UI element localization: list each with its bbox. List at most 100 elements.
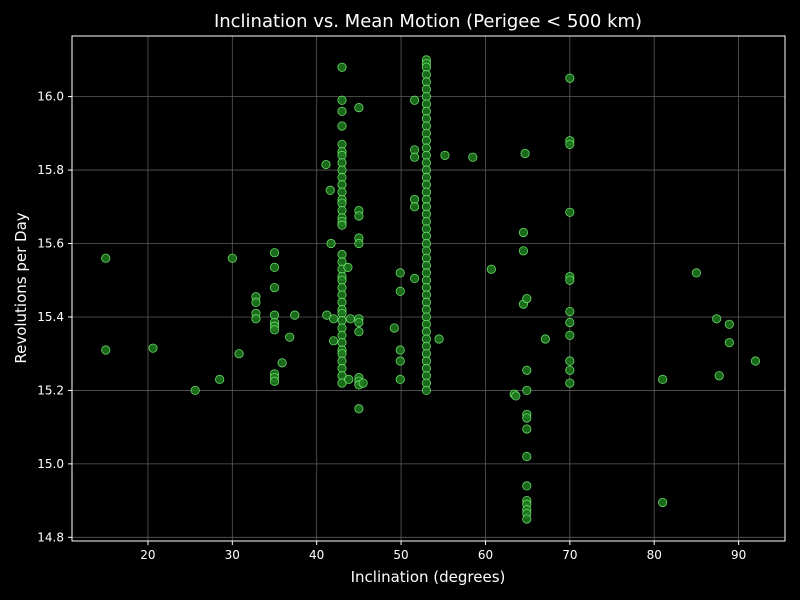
data-point bbox=[409, 95, 420, 105]
data-point bbox=[540, 334, 550, 344]
data-point bbox=[434, 334, 444, 344]
data-points bbox=[101, 55, 761, 524]
data-point bbox=[358, 378, 368, 388]
x-tick-label: 60 bbox=[478, 548, 493, 562]
data-point bbox=[712, 314, 722, 324]
plot-frame bbox=[71, 35, 786, 542]
data-point bbox=[321, 159, 331, 170]
data-point bbox=[565, 330, 575, 340]
data-point bbox=[325, 185, 335, 195]
data-point bbox=[345, 314, 356, 324]
y-tick-label: 14.8 bbox=[37, 530, 64, 544]
y-tick-label: 15.2 bbox=[37, 383, 64, 397]
y-tick-label: 15.6 bbox=[37, 237, 64, 251]
data-point bbox=[511, 391, 521, 401]
data-point bbox=[285, 332, 295, 342]
data-point bbox=[328, 314, 339, 324]
data-point bbox=[395, 345, 405, 355]
x-tick-label: 70 bbox=[562, 548, 577, 562]
data-point bbox=[421, 385, 431, 396]
data-point bbox=[565, 139, 575, 149]
data-point bbox=[337, 95, 347, 105]
data-point bbox=[354, 103, 364, 113]
data-point bbox=[277, 358, 287, 368]
data-point bbox=[354, 211, 364, 221]
data-point bbox=[215, 374, 225, 384]
data-point bbox=[395, 286, 405, 296]
data-point bbox=[691, 268, 702, 278]
data-point bbox=[658, 374, 668, 384]
y-tick-label: 15.0 bbox=[37, 457, 64, 471]
x-tick-label: 50 bbox=[393, 548, 408, 562]
data-point bbox=[522, 365, 532, 375]
x-tick-label: 40 bbox=[309, 548, 324, 562]
y-tick-label: 15.8 bbox=[37, 163, 64, 177]
x-tick-label: 30 bbox=[225, 548, 240, 562]
data-point bbox=[440, 150, 450, 160]
data-point bbox=[269, 282, 280, 293]
x-axis-ticks: 20 30 40 50 60 70 80 90 bbox=[140, 541, 746, 562]
data-point bbox=[565, 356, 575, 366]
data-point bbox=[409, 202, 420, 212]
data-point bbox=[344, 374, 354, 384]
data-point bbox=[395, 374, 405, 384]
data-point bbox=[395, 268, 405, 278]
data-point bbox=[269, 376, 280, 386]
data-point bbox=[565, 275, 575, 285]
data-point bbox=[522, 413, 532, 423]
data-point bbox=[522, 424, 532, 434]
data-point bbox=[395, 356, 405, 366]
data-point bbox=[565, 207, 575, 217]
data-point bbox=[354, 238, 364, 249]
data-point bbox=[354, 327, 364, 337]
data-point bbox=[565, 306, 575, 317]
data-point bbox=[251, 297, 261, 307]
data-point bbox=[522, 514, 532, 524]
data-point bbox=[354, 404, 364, 414]
data-point bbox=[658, 497, 668, 508]
data-point bbox=[234, 349, 244, 359]
data-point bbox=[522, 293, 532, 304]
x-tick-label: 20 bbox=[140, 548, 155, 562]
data-point bbox=[190, 385, 200, 396]
data-point bbox=[269, 262, 280, 272]
data-point bbox=[522, 481, 532, 491]
data-point bbox=[565, 73, 575, 83]
data-point bbox=[565, 378, 575, 388]
data-point bbox=[337, 220, 347, 230]
data-point bbox=[565, 365, 575, 375]
x-tick-label: 90 bbox=[731, 548, 746, 562]
data-point bbox=[409, 152, 420, 162]
x-tick-label: 80 bbox=[647, 548, 662, 562]
data-point bbox=[389, 323, 399, 333]
data-point bbox=[328, 336, 339, 346]
data-point bbox=[227, 253, 237, 263]
data-point bbox=[522, 385, 532, 396]
data-point bbox=[337, 62, 347, 72]
data-point bbox=[337, 121, 347, 131]
y-tick-label: 15.4 bbox=[37, 310, 64, 324]
data-point bbox=[520, 148, 530, 159]
data-point bbox=[518, 227, 529, 238]
data-point bbox=[724, 319, 734, 329]
data-point bbox=[337, 106, 347, 116]
data-point bbox=[148, 343, 158, 353]
data-point bbox=[486, 264, 496, 274]
data-point bbox=[326, 238, 336, 249]
data-point bbox=[714, 371, 724, 381]
data-point bbox=[343, 262, 353, 272]
data-point bbox=[354, 317, 364, 328]
data-point bbox=[101, 253, 111, 263]
y-axis-label: Revolutions per Day bbox=[12, 212, 30, 363]
data-point bbox=[269, 325, 280, 335]
chart-title: Inclination vs. Mean Motion (Perigee < 5… bbox=[214, 11, 642, 32]
data-point bbox=[269, 248, 280, 258]
data-point bbox=[522, 451, 532, 462]
data-point bbox=[101, 345, 111, 355]
data-point bbox=[290, 310, 300, 320]
data-point bbox=[518, 246, 529, 256]
data-point bbox=[724, 338, 734, 348]
data-point bbox=[565, 317, 575, 328]
